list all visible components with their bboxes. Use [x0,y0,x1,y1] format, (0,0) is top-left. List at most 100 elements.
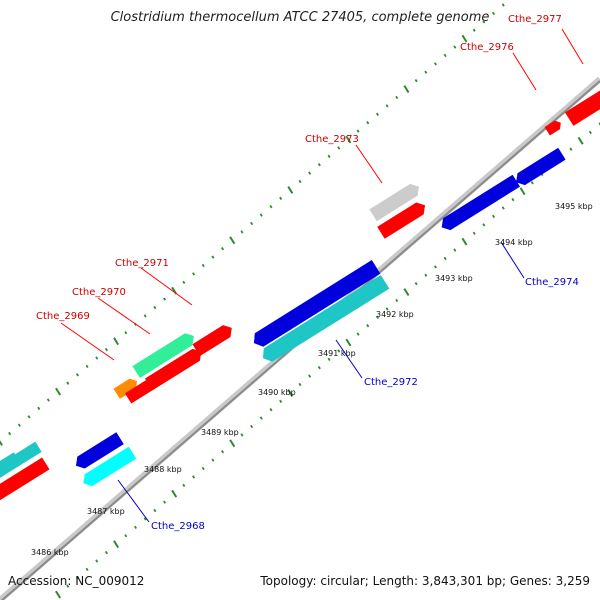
ring-tick [211,458,215,462]
ring-tick [443,53,447,58]
ring-tick [95,559,99,563]
ring-tick [55,590,62,599]
scale-label: 3494 kbp [495,238,533,247]
gene-cthe-2977-arrow[interactable] [564,90,600,126]
gene-cthe-2966-block[interactable] [0,457,50,503]
ring-tick [240,230,244,234]
ring-tick [453,45,457,49]
ring-tick [133,525,137,529]
ring-tick [345,338,352,347]
ring-tick [424,273,428,277]
scale-label: 3486 kbp [31,548,69,557]
ring-tick [192,475,196,479]
gene-label-forward[interactable]: Cthe_2969 [36,311,90,322]
ring-tick [433,62,437,66]
gene-cthe-2973-arrow[interactable] [369,181,422,222]
ring-tick [366,121,370,125]
ring-tick [182,280,186,284]
ring-tick [66,381,70,385]
gene-cthe-2971b-arrow[interactable] [192,322,235,357]
gene-label-forward[interactable]: Cthe_2976 [460,42,514,53]
gene-cthe-2972a-arrow[interactable] [250,260,381,350]
leader-line [117,479,150,523]
gene-cthe-2970-arrow[interactable] [132,330,197,378]
ring-tick [345,135,352,144]
ring-tick [124,534,128,538]
ring-tick [482,20,486,24]
gene-labels: Cthe_2969 Cthe_2970 Cthe_2971 Cthe_2973 … [36,14,579,532]
ring-tick [424,70,428,74]
gene-label-forward[interactable]: Cthe_2973 [305,134,359,145]
gene-cthe-2967-arrow[interactable] [0,452,21,484]
ring-tick [501,3,505,7]
gene-cthe-2969-arrow[interactable] [113,376,140,399]
ring-tick [17,423,21,427]
leader-line [512,52,537,91]
ring-tick [269,205,273,209]
ring-tick [221,450,225,454]
ring-tick [279,196,283,200]
ring-tick [229,236,236,245]
ring-tick [287,388,294,397]
gene-label-forward[interactable]: Cthe_2977 [508,14,562,25]
gene-cthe-2975-arrow[interactable] [512,147,566,188]
gene-label-reverse[interactable]: Cthe_2974 [525,277,579,288]
ring-tick [182,483,186,487]
ring-tick [395,95,399,100]
gene-cthe-2971-arrow[interactable] [145,346,205,391]
ring-tick [530,181,534,185]
ring-tick [85,567,89,572]
scale-label: 3493 kbp [435,274,473,283]
ring-tick [143,314,147,318]
gene-cthe-2969b-arrow[interactable] [124,377,157,404]
ring-tick [240,433,244,437]
ring-tick [55,387,62,396]
ring-tick [433,265,437,269]
scale-label: 3490 kbp [258,388,296,397]
gene-label-forward[interactable]: Cthe_2970 [72,287,126,298]
leader-line [355,144,383,184]
ring-tick [46,398,50,402]
ring-tick [229,439,236,448]
ring-tick [259,213,263,217]
ring-tick [327,154,331,158]
ring-tick [269,408,273,412]
ring-tick [37,406,41,411]
ring-tick [403,85,410,94]
gene-cthe-2974-arrow[interactable] [438,174,521,234]
gene-features [0,90,600,503]
ring-tick [308,374,312,378]
ring-tick [472,231,476,235]
ring-tick [75,576,79,580]
gene-cthe-2972-arrow[interactable] [259,275,390,365]
ring-tick [221,247,225,251]
ring-tick [250,221,254,226]
gene-cthe-2976-arrow[interactable] [544,119,564,136]
ring-tick [113,540,120,549]
scale-label: 3487 kbp [87,507,125,516]
ring-tick [356,129,360,133]
leader-line [335,339,363,379]
gene-label-reverse[interactable]: Cthe_2972 [364,377,418,388]
gene-cthe-2973b-arrow[interactable] [377,199,429,239]
gene-cthe-2968-arrow[interactable] [80,446,137,490]
ring-tick [453,248,457,252]
ring-tick [171,489,178,498]
ring-tick [201,263,205,268]
ring-tick [569,147,573,151]
ring-tick [577,136,584,145]
ring-tick [472,28,476,32]
leader-line [60,322,115,361]
ring-tick [327,357,331,361]
gene-label-reverse[interactable]: Cthe_2968 [151,521,205,532]
gene-cthe-2968a-arrow[interactable] [72,432,124,471]
ring-tick [492,11,496,16]
ring-tick [153,508,157,513]
ring-tick [124,331,128,335]
ring-tick [443,256,447,261]
gene-label-forward[interactable]: Cthe_2971 [115,258,169,269]
map-title: Clostridium thermocellum ATCC 27405, com… [110,10,490,25]
ring-tick [211,255,215,259]
